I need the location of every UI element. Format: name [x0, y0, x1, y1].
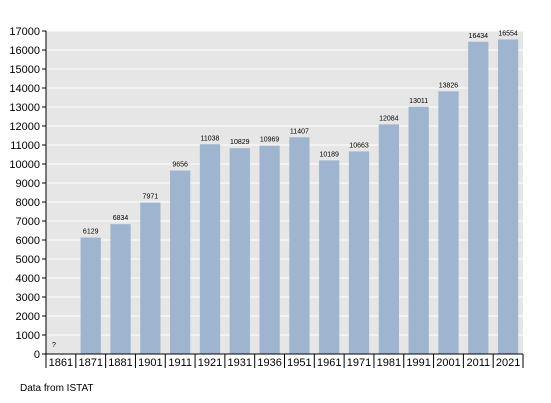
source-note: Data from ISTAT	[20, 383, 94, 394]
y-tick-label: 3000	[16, 292, 40, 304]
bar	[199, 144, 221, 354]
data-label-group: ? 6129 6834 7971 9656 11038 10829 10969 11407 101…	[52, 30, 518, 349]
y-tick-label: 8000	[16, 197, 40, 209]
y-tick-label: 14000	[9, 83, 40, 95]
bar-group	[80, 39, 519, 355]
x-tick-label: 1861	[49, 357, 73, 369]
y-tick-label: 7000	[16, 216, 40, 228]
data-label: 10829	[230, 139, 250, 146]
y-tick-label: 11000	[10, 140, 40, 152]
x-tick-label: 1901	[138, 357, 162, 369]
bar	[289, 137, 310, 354]
data-label: 13011	[409, 98, 428, 105]
data-label: 10969	[260, 137, 280, 144]
data-label: 6129	[83, 229, 99, 236]
x-tick-labels: 1861 1871 1881 1901 1911 1921 1931 1936 1951 1961…	[49, 357, 521, 369]
y-tick-label: 16000	[9, 45, 40, 57]
y-tick-label: 17000	[9, 26, 40, 38]
bar	[348, 151, 370, 354]
x-tick-label: 1881	[108, 357, 132, 369]
bar	[110, 224, 131, 354]
data-label: 12084	[379, 115, 399, 122]
y-tick-label: 5000	[16, 254, 40, 266]
data-label: 9656	[172, 162, 188, 169]
bar	[319, 160, 340, 354]
x-tick-label: 1991	[406, 357, 430, 369]
data-label: 10663	[349, 142, 369, 149]
data-label: 11407	[290, 128, 309, 135]
data-label: 16554	[498, 30, 518, 37]
bar	[80, 237, 101, 354]
data-label: 13826	[439, 82, 459, 89]
y-tick-label: 6000	[16, 235, 40, 247]
x-tick-label: 1961	[317, 357, 341, 369]
y-tick-label: 13000	[9, 102, 40, 114]
y-tick-label: 12000	[9, 121, 40, 133]
x-tick-label: 1911	[168, 357, 192, 369]
data-label: 16434	[469, 33, 489, 40]
y-tick-label: 10000	[9, 159, 40, 171]
bar	[378, 124, 399, 355]
y-tick-label: 15000	[9, 64, 40, 76]
x-tick-label: 1931	[228, 357, 252, 369]
data-label: ?	[52, 342, 56, 349]
bar	[438, 91, 459, 354]
data-label: 6834	[113, 215, 129, 222]
bar	[468, 41, 489, 355]
axes	[42, 30, 524, 368]
x-tick-label: 1921	[198, 357, 222, 369]
y-tick-label: 4000	[16, 273, 40, 285]
data-label: 7971	[143, 194, 159, 201]
bar	[229, 148, 250, 354]
x-tick-label: 1981	[377, 357, 401, 369]
y-tick-label: 9000	[16, 178, 40, 190]
x-tick-label: 2021	[496, 357, 520, 369]
y-tick-labels: 0 1000 2000 3000 4000 5000 6000 7000 8000 9000 100…	[9, 26, 40, 361]
x-tick-label: 1971	[347, 357, 371, 369]
x-tick-label: 2001	[436, 357, 460, 369]
data-label: 11038	[200, 135, 219, 142]
x-tick-label: 1871	[78, 357, 102, 369]
x-tick-label: 2011	[466, 357, 490, 369]
y-tick-label: 1000	[16, 330, 40, 342]
bar	[497, 39, 519, 354]
bar	[259, 145, 280, 354]
x-tick-label: 1951	[287, 357, 311, 369]
y-tick-label: 2000	[16, 311, 40, 323]
data-label: 10189	[319, 151, 339, 158]
bar	[170, 170, 191, 354]
bar	[408, 106, 429, 354]
y-tick-label: 0	[34, 349, 40, 361]
x-tick-label: 1936	[257, 357, 281, 369]
bar	[140, 202, 161, 354]
